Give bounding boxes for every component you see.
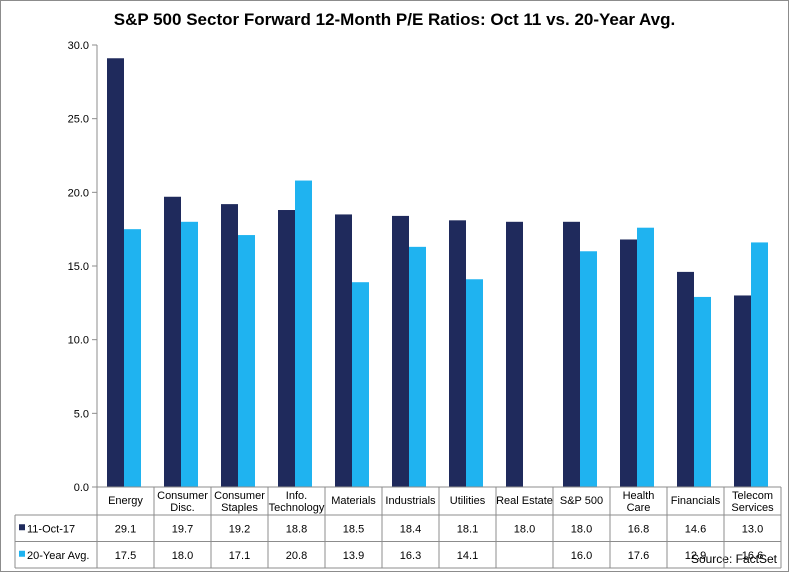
bar-current xyxy=(107,58,124,487)
category-label: Care xyxy=(627,502,651,514)
source-note: Source: FactSet xyxy=(690,552,777,566)
data-value-label: 16.6 xyxy=(742,550,763,562)
category-label: Consumer xyxy=(157,490,208,502)
bar-current xyxy=(278,210,295,487)
bar-average xyxy=(238,235,255,487)
data-value-label: 14.1 xyxy=(457,550,478,562)
bar-current xyxy=(392,215,409,487)
bar-current xyxy=(677,271,694,487)
bar-average xyxy=(751,242,768,487)
data-value-label: 17.1 xyxy=(229,550,250,562)
chart-title: S&P 500 Sector Forward 12-Month P/E Rati… xyxy=(113,10,676,29)
legend-swatch xyxy=(19,550,25,557)
y-tick-label: 25.0 xyxy=(68,114,89,126)
bar-current xyxy=(620,239,637,487)
category-label: Telecom xyxy=(732,490,773,502)
data-value-label: 18.1 xyxy=(457,523,478,535)
data-value-label: 18.4 xyxy=(400,523,421,535)
bar-average xyxy=(295,180,312,487)
bar-current xyxy=(734,295,751,487)
bar-average xyxy=(124,229,141,487)
category-label: Materials xyxy=(331,495,376,507)
data-value-label: 16.3 xyxy=(400,550,421,562)
bar-average xyxy=(637,227,654,487)
data-value-label: 12.9 xyxy=(685,550,706,562)
bar-current xyxy=(335,214,352,487)
bar-current xyxy=(449,220,466,487)
bar-average xyxy=(352,282,369,487)
bar-current xyxy=(221,204,238,487)
legend-label: 20-Year Avg. xyxy=(27,550,89,562)
data-value-label: 18.5 xyxy=(343,523,364,535)
category-label: Staples xyxy=(221,502,258,514)
y-tick-label: 15.0 xyxy=(68,261,89,273)
y-tick-label: 20.0 xyxy=(68,187,89,199)
data-value-label: 18.0 xyxy=(571,523,592,535)
bar-average xyxy=(580,251,597,487)
y-tick-label: 5.0 xyxy=(74,408,89,420)
bar-average xyxy=(466,279,483,487)
data-value-label: 20.8 xyxy=(286,550,307,562)
bar-current xyxy=(563,221,580,488)
category-label: Financials xyxy=(671,495,721,507)
bar-current xyxy=(164,196,181,487)
y-tick-label: 30.0 xyxy=(68,40,89,52)
category-label: Technology xyxy=(269,502,325,514)
bar-average xyxy=(409,246,426,487)
y-tick-label: 10.0 xyxy=(68,335,89,347)
data-value-label: 16.8 xyxy=(628,523,649,535)
bar-average xyxy=(181,221,198,488)
category-label: Info. xyxy=(286,490,307,502)
category-label: Services xyxy=(731,502,774,514)
data-value-label: 17.6 xyxy=(628,550,649,562)
category-label: Industrials xyxy=(385,495,436,507)
data-value-label: 13.9 xyxy=(343,550,364,562)
category-label: Utilities xyxy=(450,495,486,507)
category-label: Health xyxy=(623,490,655,502)
data-value-label: 13.0 xyxy=(742,523,763,535)
y-tick-label: 0.0 xyxy=(74,482,89,494)
data-value-label: 16.0 xyxy=(571,550,592,562)
data-value-label: 18.0 xyxy=(172,550,193,562)
category-label: Consumer xyxy=(214,490,265,502)
category-label: Energy xyxy=(108,495,143,507)
category-label: Disc. xyxy=(170,502,194,514)
bar-average xyxy=(694,296,711,487)
legend-swatch xyxy=(19,524,25,531)
bar-current xyxy=(506,221,523,488)
legend-label: 11-Oct-17 xyxy=(27,523,75,535)
data-value-label: 19.7 xyxy=(172,523,193,535)
data-value-label: 17.5 xyxy=(115,550,136,562)
data-value-label: 29.1 xyxy=(115,523,136,535)
data-value-label: 18.8 xyxy=(286,523,307,535)
data-value-label: 14.6 xyxy=(685,523,706,535)
category-label: S&P 500 xyxy=(560,495,603,507)
category-label: Real Estate xyxy=(496,495,553,507)
data-value-label: 18.0 xyxy=(514,523,535,535)
data-value-label: 19.2 xyxy=(229,523,250,535)
